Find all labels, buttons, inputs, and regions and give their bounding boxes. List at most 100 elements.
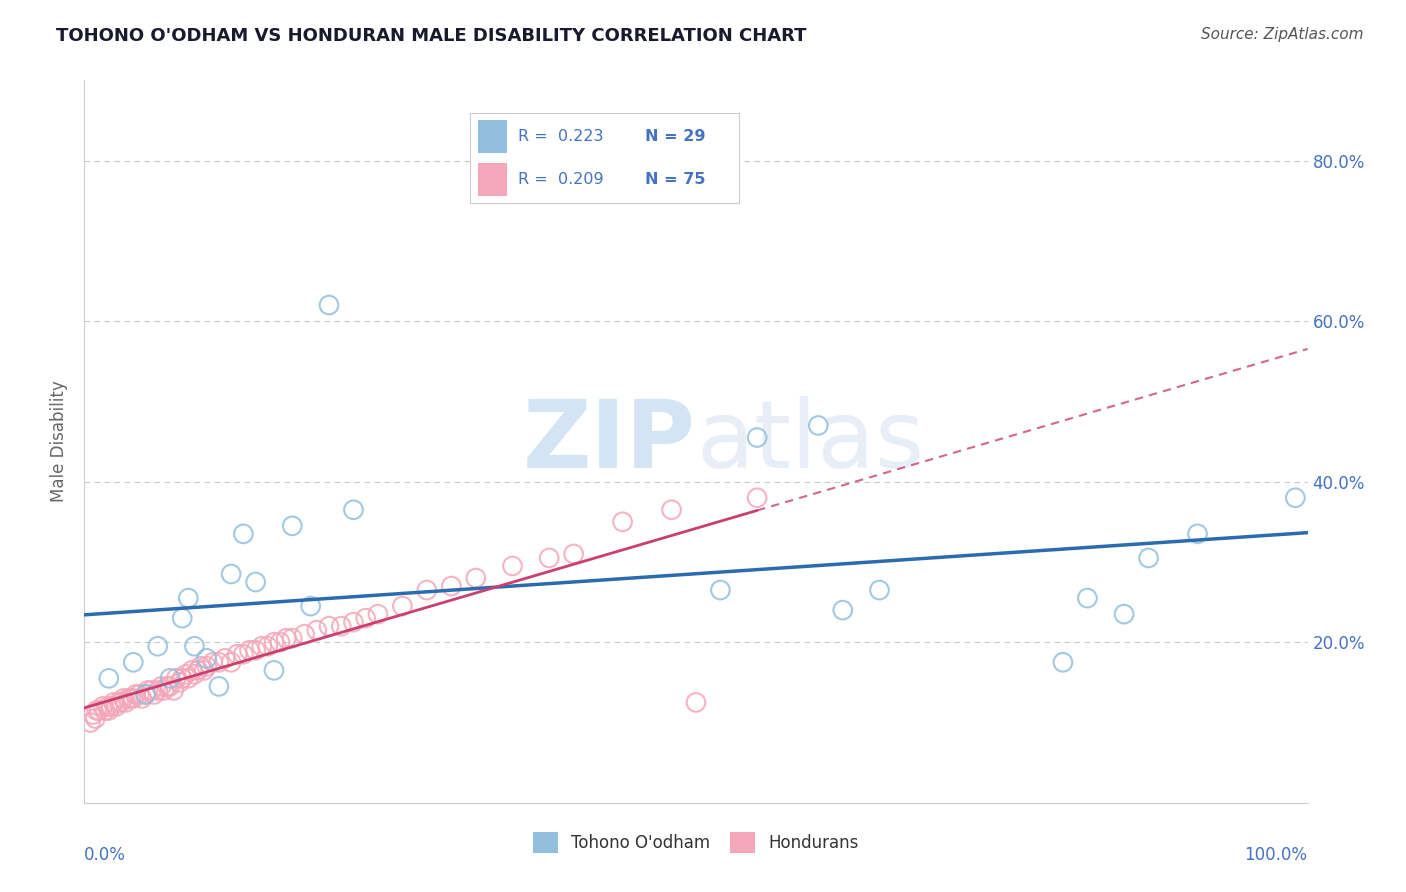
Point: [245, 643, 267, 657]
Point: [122, 655, 145, 669]
Point: [136, 683, 159, 698]
Point: [172, 611, 194, 625]
Point: [79, 715, 101, 730]
Point: [141, 683, 163, 698]
Point: [661, 502, 683, 516]
Point: [97, 671, 120, 685]
Point: [342, 502, 364, 516]
Point: [107, 696, 129, 710]
Point: [163, 683, 186, 698]
Point: [183, 667, 205, 681]
Point: [263, 635, 285, 649]
Point: [1187, 526, 1209, 541]
Point: [150, 680, 173, 694]
Point: [146, 683, 169, 698]
Text: 0.0%: 0.0%: [84, 847, 127, 864]
Y-axis label: Male Disability: Male Disability: [51, 381, 69, 502]
Point: [183, 639, 205, 653]
Point: [125, 687, 148, 701]
Point: [97, 699, 120, 714]
Point: [226, 648, 249, 662]
Point: [100, 699, 122, 714]
Point: [1114, 607, 1136, 621]
Point: [135, 687, 157, 701]
Point: [807, 418, 830, 433]
Point: [269, 635, 291, 649]
Point: [257, 639, 280, 653]
Point: [122, 691, 145, 706]
Point: [115, 696, 138, 710]
Point: [245, 574, 267, 589]
Point: [330, 619, 353, 633]
Point: [747, 491, 769, 505]
Point: [562, 547, 585, 561]
Text: 100.0%: 100.0%: [1244, 847, 1308, 864]
Point: [342, 615, 364, 630]
Point: [143, 687, 166, 701]
Text: atlas: atlas: [696, 395, 924, 488]
Point: [169, 675, 191, 690]
Point: [538, 550, 561, 566]
Point: [238, 643, 260, 657]
Point: [153, 683, 176, 698]
Point: [367, 607, 389, 621]
Point: [195, 659, 218, 673]
Point: [305, 623, 328, 637]
Point: [193, 664, 215, 678]
Point: [177, 591, 200, 605]
Point: [190, 659, 212, 673]
Point: [747, 430, 769, 444]
Point: [685, 696, 707, 710]
Point: [135, 687, 157, 701]
Point: [294, 627, 316, 641]
Point: [869, 583, 891, 598]
Point: [354, 611, 377, 625]
Point: [1076, 591, 1098, 605]
Point: [105, 699, 128, 714]
Point: [391, 599, 413, 614]
Point: [103, 696, 125, 710]
Point: [146, 639, 169, 653]
Point: [201, 655, 224, 669]
Point: [181, 664, 204, 678]
Point: [131, 691, 153, 706]
Point: [214, 651, 236, 665]
Point: [187, 664, 209, 678]
Point: [232, 648, 254, 662]
Point: [112, 691, 135, 706]
Point: [156, 680, 179, 694]
Point: [120, 691, 142, 706]
Point: [416, 583, 439, 598]
Point: [831, 603, 853, 617]
Point: [299, 599, 322, 614]
Point: [82, 707, 104, 722]
Point: [281, 632, 304, 646]
Point: [318, 619, 340, 633]
Point: [165, 671, 187, 685]
Text: ZIP: ZIP: [523, 395, 696, 488]
Point: [464, 571, 486, 585]
Point: [177, 671, 200, 685]
Point: [612, 515, 634, 529]
Text: Source: ZipAtlas.com: Source: ZipAtlas.com: [1201, 27, 1364, 42]
Point: [1137, 550, 1160, 566]
Point: [219, 567, 242, 582]
Point: [86, 703, 108, 717]
Point: [276, 632, 298, 646]
Point: [263, 664, 285, 678]
Point: [172, 671, 194, 685]
Point: [159, 671, 181, 685]
Point: [219, 655, 242, 669]
Point: [117, 691, 139, 706]
Point: [97, 703, 120, 717]
Point: [208, 680, 231, 694]
Point: [250, 639, 273, 653]
Point: [281, 518, 304, 533]
Point: [84, 712, 107, 726]
Point: [110, 696, 132, 710]
Point: [94, 703, 117, 717]
Point: [318, 298, 340, 312]
Point: [128, 687, 150, 701]
Point: [87, 703, 110, 717]
Point: [709, 583, 731, 598]
